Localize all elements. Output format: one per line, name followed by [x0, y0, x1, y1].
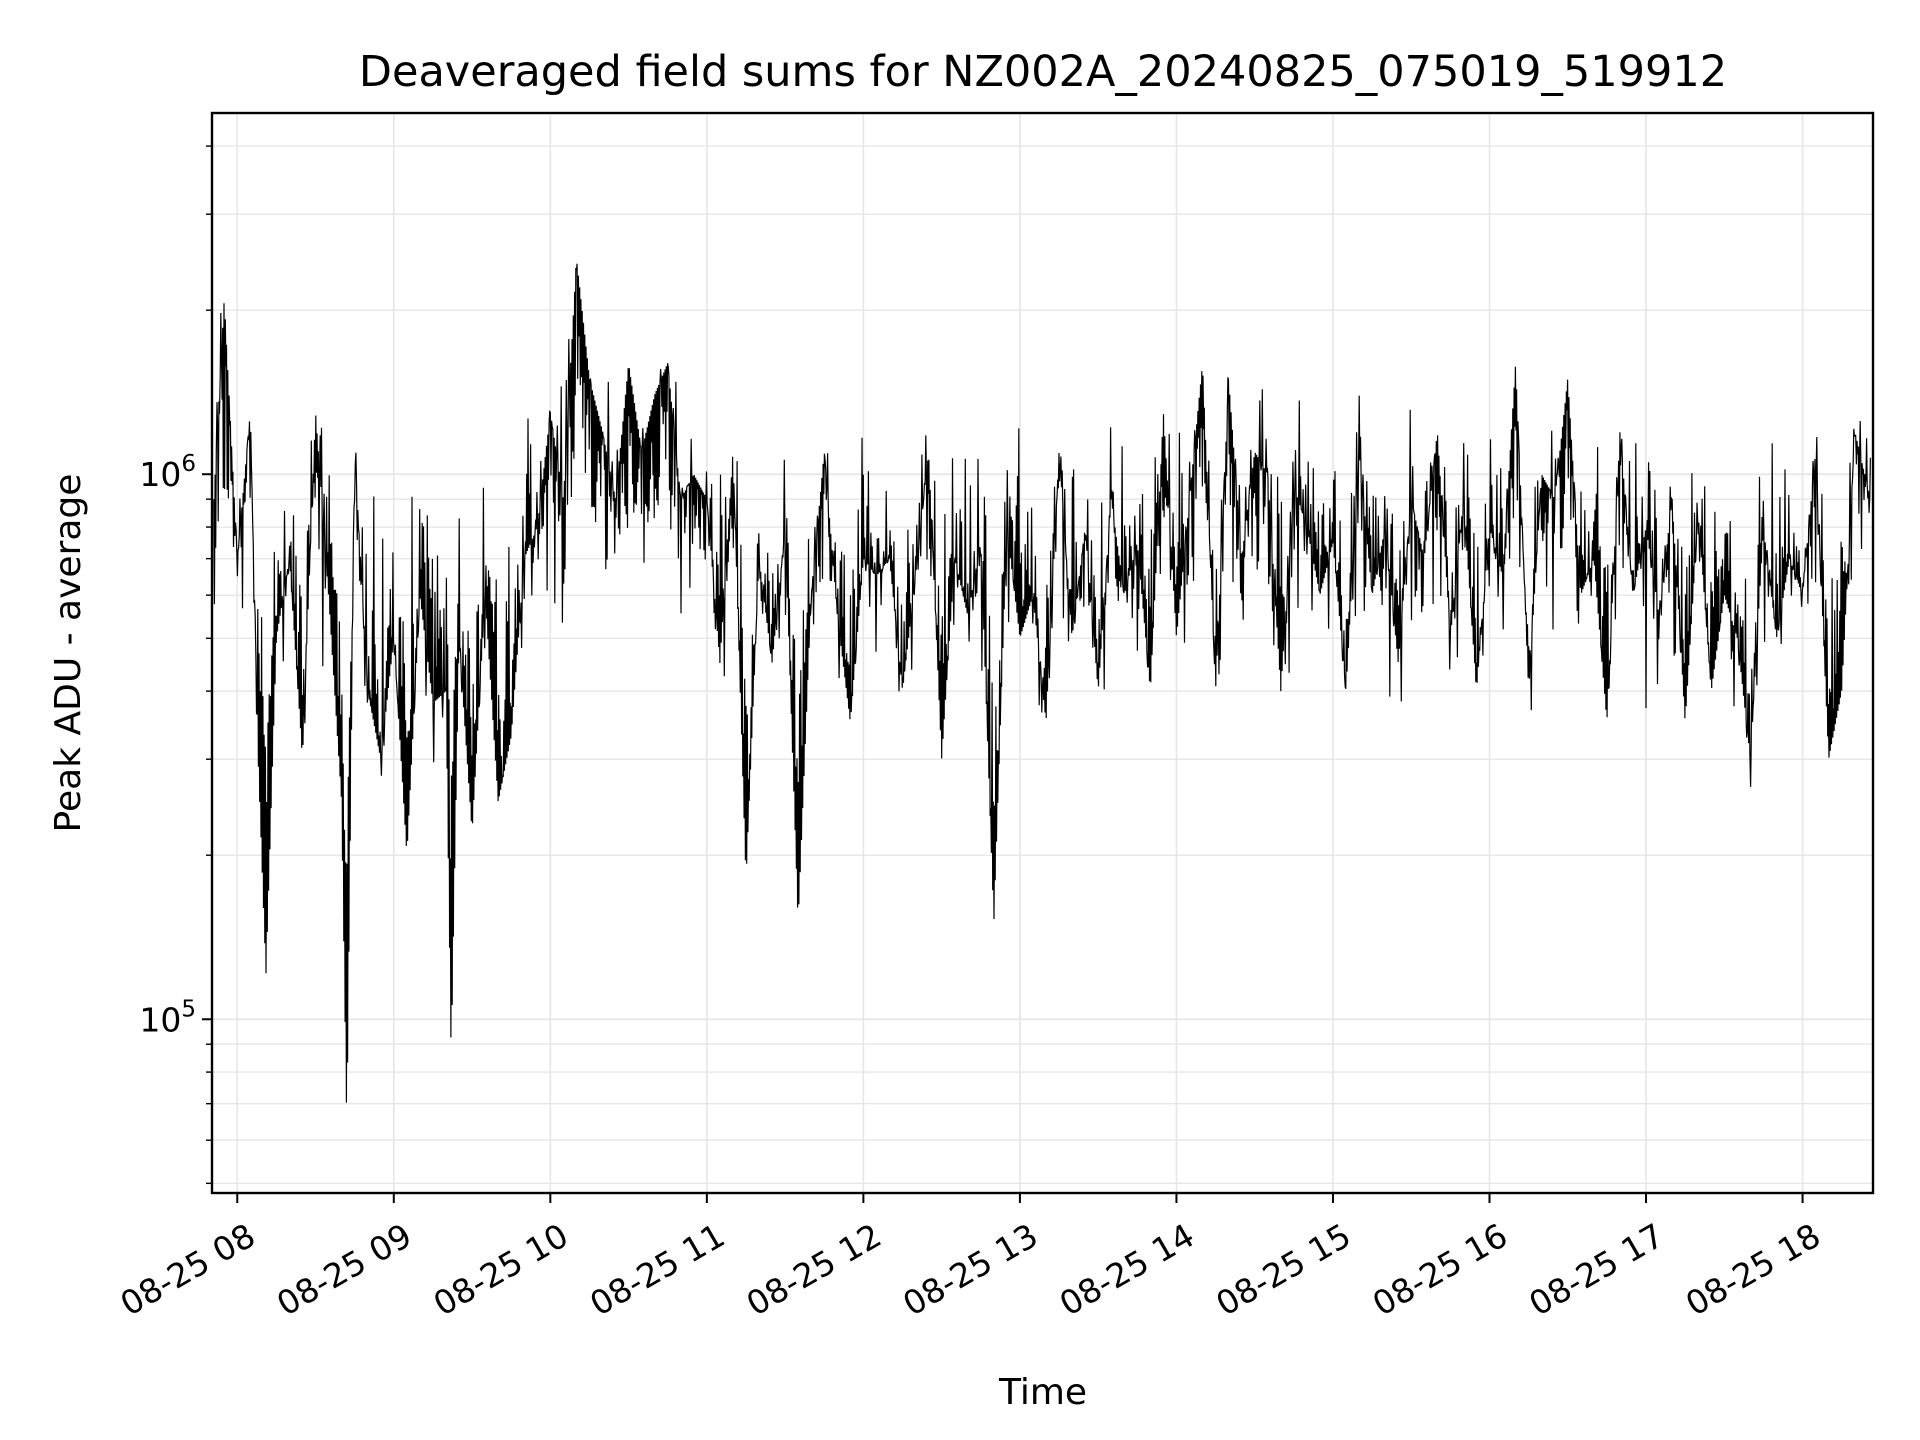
x-axis-label: Time — [998, 1372, 1087, 1413]
y-tick-label: 105 — [139, 996, 196, 1039]
y-axis: 105 106 — [139, 145, 212, 1185]
plot-frame — [210, 111, 1875, 1195]
y-axis-label: Peak ADU - average — [48, 474, 89, 833]
y-tick-label: 106 — [139, 451, 196, 494]
chart-title: Deaveraged field sums for NZ002A_2024082… — [359, 47, 1727, 97]
series-line — [213, 263, 1871, 1103]
